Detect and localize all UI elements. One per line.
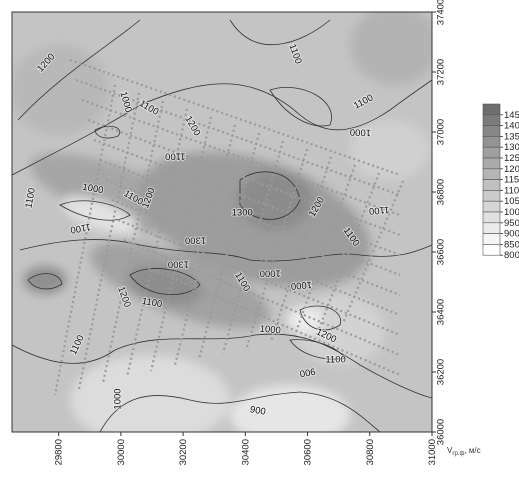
y-tick-label: 37000 (436, 119, 447, 145)
y-tick-label: 36800 (436, 179, 447, 205)
legend-swatch (482, 190, 501, 202)
legend-label: 100 (504, 207, 519, 218)
contour-label: 1000 (350, 126, 372, 138)
y-tick-label: 37200 (436, 59, 447, 85)
legend-swatch (482, 157, 501, 170)
legend-label: 800 (504, 250, 519, 261)
contour-label: 900 (249, 404, 267, 418)
survey-line (129, 258, 401, 377)
y-tick-label: 36400 (436, 299, 447, 325)
legend-swatch (482, 168, 501, 180)
contour-lines (12, 19, 432, 432)
survey-line (75, 78, 401, 197)
y-tick-label: 36000 (436, 419, 447, 445)
survey-cross-line (173, 124, 237, 366)
x-tick-label: 30200 (178, 439, 189, 465)
survey-cross-line (149, 116, 213, 372)
survey-cross-line (269, 156, 333, 342)
legend-label: 135 (504, 131, 519, 142)
contour-label: 1100 (69, 221, 91, 235)
contour-label: 1000 (82, 182, 105, 197)
contour-label: 1300 (185, 234, 206, 245)
x-tick-label: 31000 (427, 439, 438, 465)
survey-cross-line (221, 140, 285, 354)
contour-label: 1000 (260, 267, 281, 278)
survey-cross-line (125, 108, 189, 378)
x-tick-label: 30400 (240, 439, 251, 465)
plot-frame (11, 11, 433, 433)
survey-line (81, 98, 401, 217)
legend-swatch (482, 125, 501, 137)
legend-label: 115 (504, 175, 519, 186)
contour-label: 1000 (290, 279, 312, 292)
survey-cross-line (341, 180, 405, 324)
legend-label: 105 (504, 196, 519, 207)
survey-line (69, 58, 401, 177)
survey-cross-line (101, 100, 165, 384)
legend-label: 145 (504, 110, 519, 121)
legend-swatch (482, 146, 501, 159)
color-legend: 1451401351301251201151101051009509008508… (482, 103, 519, 261)
contour-label: 1300 (168, 258, 189, 269)
legend-unit-label: Vгр.ф, м/с (447, 446, 481, 457)
survey-cross-line (293, 164, 357, 336)
survey-cross-line (77, 92, 141, 390)
survey-cross-line (197, 132, 261, 360)
contour-label: 1100 (165, 150, 185, 161)
x-tick-label: 30600 (303, 439, 314, 465)
contour-label: 900 (299, 365, 317, 379)
legend-label: 850 (504, 239, 519, 250)
y-tick-label: 36200 (436, 359, 447, 385)
velocity-field-shading (12, 12, 432, 432)
legend-swatch (482, 244, 501, 256)
survey-line (87, 118, 401, 237)
legend-swatch (482, 103, 501, 116)
x-axis: 29800 30000 30200 30400 30600 30800 31000 (54, 432, 438, 465)
survey-lines (53, 58, 405, 396)
legend-label: 140 (504, 121, 519, 132)
x-tick-label: 29800 (54, 439, 65, 465)
y-axis: 36000 36200 36400 36600 36800 37000 37200 37400 (432, 0, 447, 445)
contour-label: 1000 (112, 388, 123, 409)
y-tick-label: 36600 (436, 239, 447, 265)
contour-label: 1100 (23, 187, 37, 209)
legend-swatch (482, 200, 501, 213)
legend-swatch (482, 233, 501, 245)
legend-label: 120 (504, 164, 519, 175)
x-tick-label: 30000 (116, 439, 127, 465)
legend-swatch (482, 114, 501, 126)
contour-label: 1100 (141, 296, 163, 310)
x-tick-label: 30800 (365, 439, 376, 465)
contour-label: 1100 (368, 204, 389, 217)
y-tick-label: 37400 (436, 0, 447, 25)
contour-label: 1000 (259, 324, 281, 337)
legend-swatch (482, 222, 501, 234)
contour-label: 1300 (232, 208, 253, 219)
legend-label: 900 (504, 229, 519, 240)
legend-label: 130 (504, 142, 519, 153)
survey-line (99, 158, 401, 277)
survey-line (111, 198, 401, 317)
survey-line (117, 218, 401, 337)
contour-label: 1100 (325, 355, 345, 366)
legend-label: 110 (504, 185, 519, 196)
legend-swatch (482, 136, 501, 148)
legend-label: 950 (504, 218, 519, 229)
legend-swatch (482, 211, 501, 224)
legend-swatch (482, 179, 501, 191)
legend-label: 125 (504, 153, 519, 164)
